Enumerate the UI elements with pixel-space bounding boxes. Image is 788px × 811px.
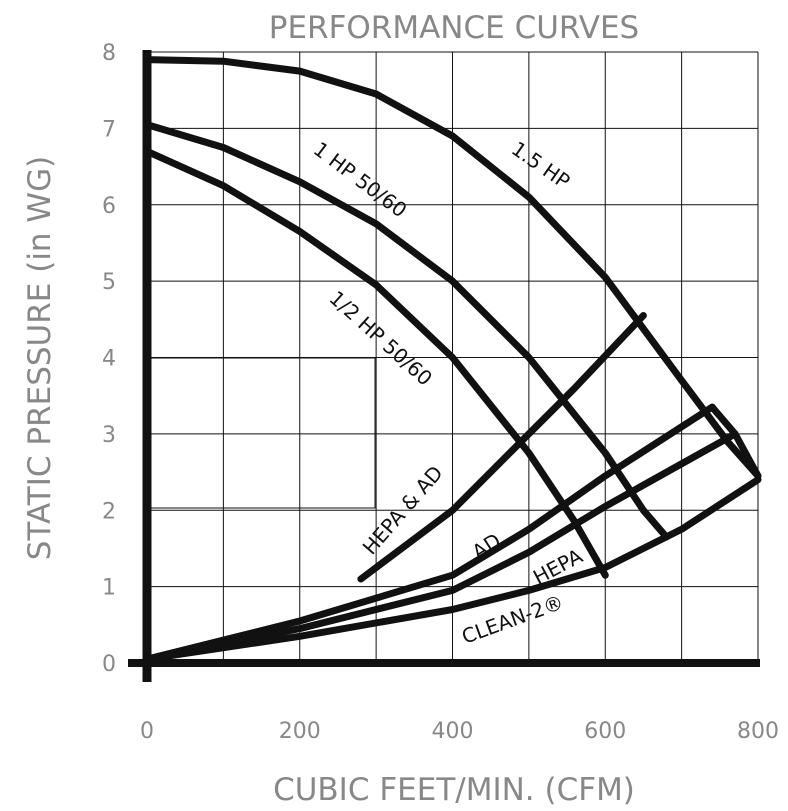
system-curve-series-line bbox=[143, 403, 716, 663]
y-tick-label: 4 bbox=[102, 347, 116, 372]
y-tick-label: 8 bbox=[102, 41, 116, 66]
y-tick-label: 3 bbox=[102, 423, 116, 448]
y-tick-label: 6 bbox=[102, 194, 116, 219]
grid-inset-box bbox=[146, 357, 376, 509]
system-curve-series-line bbox=[143, 430, 739, 663]
fan-curve-end-connector bbox=[708, 403, 762, 480]
system-curve-series-line bbox=[357, 312, 647, 583]
y-tick-label: 0 bbox=[102, 652, 116, 677]
y-tick-label: 5 bbox=[102, 270, 116, 295]
x-axis-title: CUBIC FEET/MIN. (CFM) bbox=[273, 772, 635, 808]
y-tick-label: 7 bbox=[102, 117, 116, 142]
curves bbox=[143, 56, 762, 663]
tick-labels: 0 200 400 600 800 0 1 2 3 4 5 6 7 8 bbox=[102, 41, 779, 744]
curve-label-1hp: 1 HP 50/60 bbox=[309, 137, 411, 222]
x-tick-label: 0 bbox=[140, 719, 154, 744]
chart-title: PERFORMANCE CURVES bbox=[269, 10, 639, 46]
x-tick-label: 600 bbox=[584, 719, 626, 744]
x-tick-label: 800 bbox=[737, 719, 779, 744]
curve-label-half-hp: 1/2 HP 50/60 bbox=[325, 286, 437, 391]
y-tick-label: 1 bbox=[102, 576, 116, 601]
curve-label-clean2: CLEAN-2® bbox=[459, 590, 567, 649]
system-curve-series-line bbox=[143, 476, 762, 663]
x-tick-label: 400 bbox=[432, 719, 474, 744]
axes bbox=[128, 50, 760, 682]
y-tick-label: 2 bbox=[102, 499, 116, 524]
x-tick-label: 200 bbox=[279, 719, 321, 744]
y-axis-title: STATIC PRESSURE (in WG) bbox=[22, 156, 58, 560]
fan-curve-series-line bbox=[143, 147, 609, 579]
